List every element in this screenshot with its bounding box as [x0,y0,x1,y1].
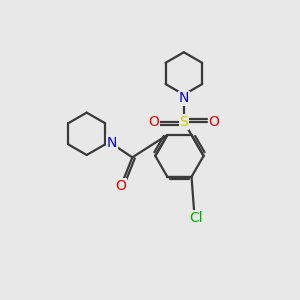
Text: S: S [179,115,188,129]
Text: Cl: Cl [189,211,202,225]
Text: O: O [148,115,159,129]
Text: O: O [115,179,126,193]
Text: N: N [179,92,189,106]
Text: O: O [208,115,219,129]
Text: N: N [107,136,117,150]
